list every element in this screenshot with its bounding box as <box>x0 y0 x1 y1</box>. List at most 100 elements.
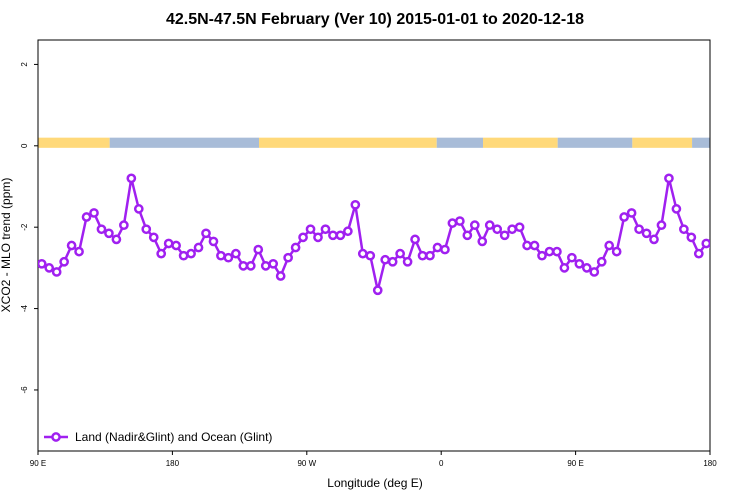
data-point <box>693 248 704 259</box>
band-segment-ocean <box>436 137 484 148</box>
data-point <box>51 267 62 277</box>
data-point <box>581 263 592 273</box>
data-point <box>544 246 555 257</box>
data-point <box>664 173 674 184</box>
data-point <box>268 258 279 269</box>
y-tick-label: -6 <box>20 386 29 394</box>
legend-marker <box>51 432 61 442</box>
data-point <box>74 246 84 257</box>
data-point <box>671 204 682 214</box>
data-point <box>223 252 234 263</box>
data-point <box>372 285 383 296</box>
data-point <box>447 218 458 228</box>
data-point <box>701 238 710 249</box>
data-point <box>126 173 137 184</box>
data-point <box>417 250 428 261</box>
data-point <box>469 220 480 231</box>
series-line <box>41 177 710 292</box>
data-point <box>529 240 540 251</box>
x-axis-label: Longitude (deg E) <box>327 476 422 490</box>
data-point <box>440 244 450 255</box>
data-point <box>537 250 547 261</box>
y-tick-label: 0 <box>20 143 29 148</box>
data-point <box>156 248 167 259</box>
data-point <box>96 224 107 235</box>
data-point <box>387 256 398 267</box>
data-point <box>178 250 189 261</box>
chart-title: 42.5N-47.5N February (Ver 10) 2015-01-01… <box>166 11 584 28</box>
y-tick-label: -2 <box>20 223 29 231</box>
data-point <box>171 240 181 251</box>
data-point <box>410 234 420 245</box>
data-point <box>626 208 637 218</box>
x-tick-label: 180 <box>166 459 180 468</box>
data-point <box>350 199 361 210</box>
data-point <box>231 248 241 259</box>
data-point <box>186 248 196 259</box>
data-point <box>559 263 570 273</box>
data-point <box>686 232 697 243</box>
data-point <box>656 220 667 231</box>
data-point <box>89 208 99 218</box>
data-point <box>432 242 443 253</box>
data-point <box>604 240 615 251</box>
data-point <box>260 260 271 271</box>
data-point <box>611 246 622 257</box>
data-point <box>283 252 293 263</box>
data-point <box>245 260 256 271</box>
data-point <box>148 232 159 243</box>
band-segment-land <box>38 137 110 148</box>
data-point <box>357 248 368 259</box>
data-point <box>484 220 495 231</box>
band-segment-land <box>483 137 558 148</box>
data-point <box>81 212 92 222</box>
data-point <box>596 256 607 267</box>
data-point <box>328 230 338 241</box>
x-tick-label: 0 <box>439 459 444 468</box>
data-point <box>522 240 532 251</box>
band-segment-land <box>259 137 437 148</box>
series-group <box>38 173 710 296</box>
data-point <box>253 244 264 255</box>
data-point <box>619 212 629 222</box>
x-tick-label: 90 E <box>567 459 583 468</box>
data-point <box>163 238 174 249</box>
data-point <box>492 224 503 235</box>
data-point <box>343 226 353 237</box>
y-axis-label: XCO2 - MLO trend (ppm) <box>0 178 13 313</box>
data-point <box>298 232 308 243</box>
data-point <box>395 248 405 259</box>
y-tick-label: 2 <box>20 62 29 67</box>
y-tick-label: -4 <box>20 304 29 312</box>
data-point <box>477 236 488 247</box>
x-tick-label: 90 E <box>30 459 46 468</box>
data-point <box>499 230 510 241</box>
data-point <box>38 258 47 269</box>
data-point <box>679 224 689 235</box>
data-point <box>66 240 77 251</box>
data-point <box>507 224 517 235</box>
data-point <box>380 254 391 265</box>
data-point <box>290 242 301 253</box>
data-point <box>59 256 69 267</box>
data-point <box>193 242 204 253</box>
data-point <box>104 228 114 239</box>
data-point <box>44 263 55 273</box>
data-point <box>649 234 659 245</box>
data-point <box>141 224 152 235</box>
data-point <box>365 250 376 261</box>
data-point <box>133 204 144 214</box>
legend-label: Land (Nadir&Glint) and Ocean (Glint) <box>75 430 272 444</box>
data-point <box>335 230 346 241</box>
data-point <box>514 222 525 233</box>
data-point <box>119 220 129 231</box>
band-segment-ocean <box>692 137 710 148</box>
data-point <box>462 230 473 241</box>
x-tick-label: 180 <box>703 459 717 468</box>
data-point <box>574 258 585 269</box>
data-point <box>425 250 435 261</box>
x-tick-label: 90 W <box>297 459 316 468</box>
data-point <box>313 232 323 243</box>
data-point <box>589 267 600 277</box>
